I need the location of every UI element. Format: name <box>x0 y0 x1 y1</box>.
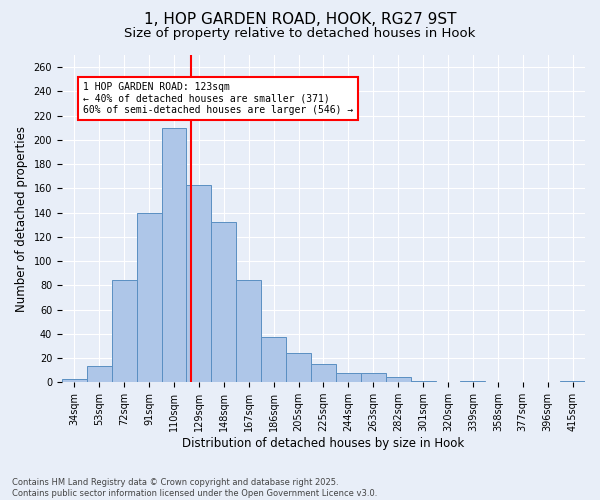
Bar <box>560 381 585 382</box>
Bar <box>236 280 261 382</box>
Bar <box>311 364 336 382</box>
Bar <box>460 381 485 382</box>
Bar <box>361 372 386 382</box>
Text: Size of property relative to detached houses in Hook: Size of property relative to detached ho… <box>124 28 476 40</box>
Bar <box>386 378 410 382</box>
Text: 1 HOP GARDEN ROAD: 123sqm
← 40% of detached houses are smaller (371)
60% of semi: 1 HOP GARDEN ROAD: 123sqm ← 40% of detac… <box>83 82 353 115</box>
Text: 1, HOP GARDEN ROAD, HOOK, RG27 9ST: 1, HOP GARDEN ROAD, HOOK, RG27 9ST <box>144 12 456 28</box>
Bar <box>137 212 161 382</box>
Bar <box>187 184 211 382</box>
Bar <box>410 381 436 382</box>
Bar <box>336 372 361 382</box>
Bar <box>87 366 112 382</box>
Bar <box>211 222 236 382</box>
Text: Contains HM Land Registry data © Crown copyright and database right 2025.
Contai: Contains HM Land Registry data © Crown c… <box>12 478 377 498</box>
Bar <box>261 338 286 382</box>
X-axis label: Distribution of detached houses by size in Hook: Distribution of detached houses by size … <box>182 437 464 450</box>
Bar <box>62 378 87 382</box>
Bar <box>286 353 311 382</box>
Bar <box>112 280 137 382</box>
Bar <box>161 128 187 382</box>
Y-axis label: Number of detached properties: Number of detached properties <box>15 126 28 312</box>
